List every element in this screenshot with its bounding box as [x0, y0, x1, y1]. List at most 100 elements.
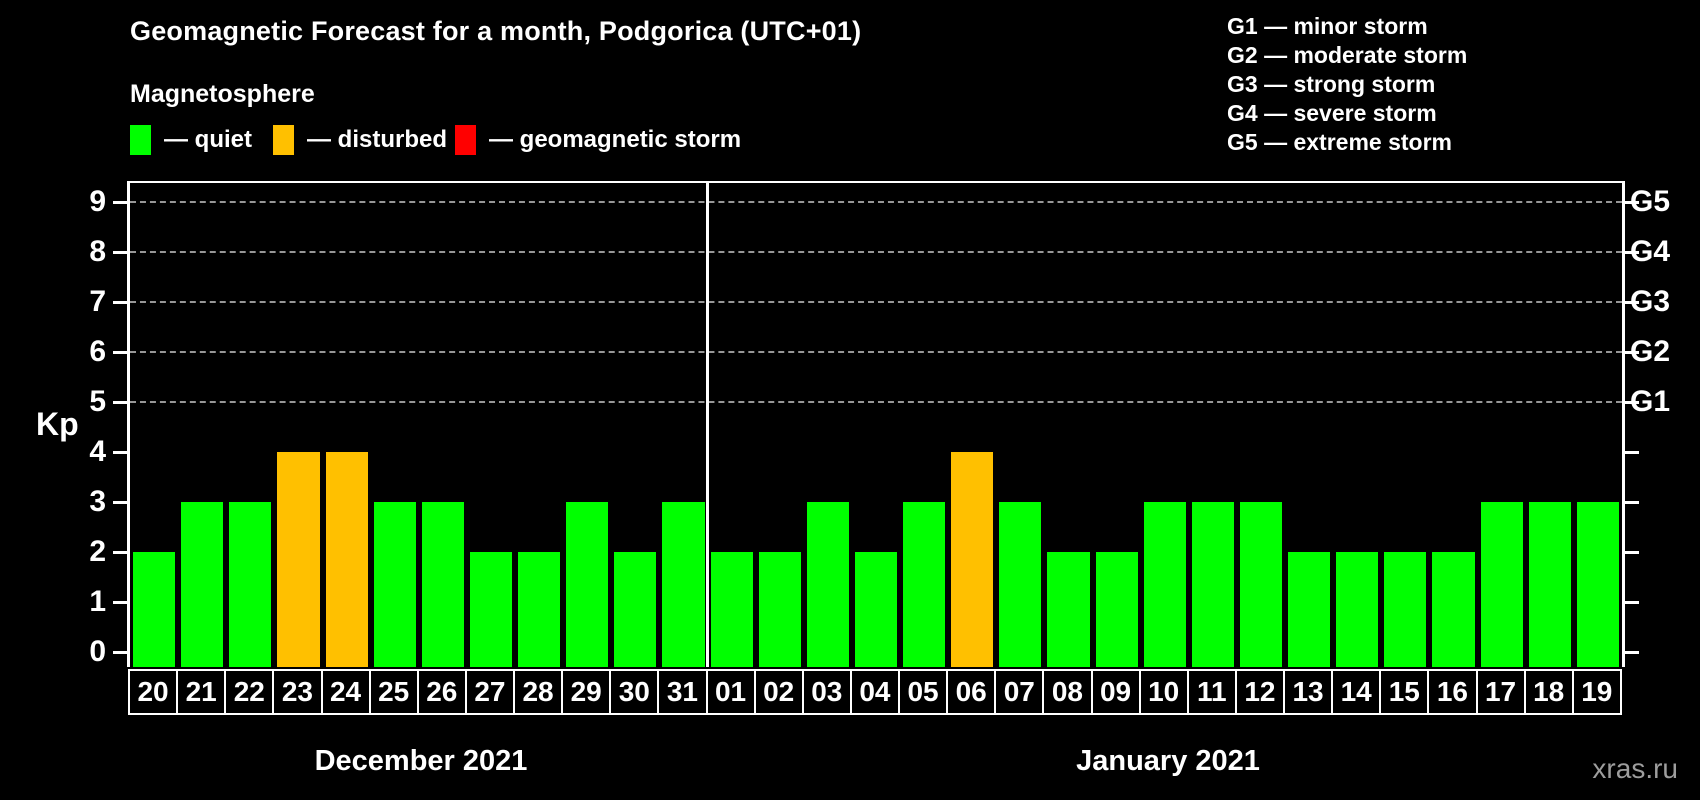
y-tick-label: 0 — [89, 635, 106, 668]
day-label-cell: 08 — [1044, 669, 1093, 715]
kp-bar — [806, 502, 849, 667]
quiet-color-swatch — [130, 125, 151, 155]
kp-bar — [133, 552, 176, 667]
kp-bar — [1288, 552, 1331, 667]
kp-bar — [1143, 502, 1186, 667]
day-label-cell: 10 — [1140, 669, 1189, 715]
gridline-kp-5 — [130, 401, 1622, 403]
legend-item-storm: — geomagnetic storm — [455, 120, 741, 160]
kp-bar — [229, 502, 272, 667]
kp-bar — [469, 552, 513, 667]
right-axis-tick — [1625, 401, 1639, 404]
right-axis-tick — [1625, 301, 1639, 304]
y-tick-label: 9 — [89, 185, 106, 218]
day-label-cell: 01 — [707, 669, 756, 715]
kp-bar — [614, 552, 657, 667]
day-label-cell: 09 — [1092, 669, 1141, 715]
y-tick-label: 3 — [89, 485, 106, 518]
gridline-kp-9 — [130, 201, 1622, 203]
g-legend-line: G4 — severe storm — [1227, 100, 1437, 126]
y-tick-label: 4 — [89, 435, 106, 468]
y-axis-tick — [113, 601, 127, 604]
legend-label: — disturbed — [307, 126, 448, 153]
kp-bar — [1191, 502, 1234, 667]
legend-item-quiet: — quiet — [130, 120, 252, 160]
day-label-cell: 12 — [1236, 669, 1285, 715]
y-tick-label: 8 — [89, 235, 106, 268]
kp-bar — [1480, 502, 1523, 667]
kp-bar — [758, 552, 801, 667]
y-axis-tick — [113, 201, 127, 204]
right-axis-tick — [1625, 651, 1639, 654]
day-label-cell: 26 — [418, 669, 467, 715]
g-level-label-g3: G3 — [1630, 285, 1671, 318]
day-label-cell: 04 — [851, 669, 900, 715]
gridline-kp-7 — [130, 301, 1622, 303]
kp-bar — [1095, 552, 1138, 667]
right-axis-tick — [1625, 451, 1639, 454]
day-label-cell: 27 — [466, 669, 515, 715]
right-axis-tick — [1625, 251, 1639, 254]
kp-bar — [181, 502, 224, 667]
day-label-cell: 11 — [1188, 669, 1237, 715]
x-axis-day-labels: 20 21 22 23 24 25 26 27 28 29 30 31 01 02 03 04 05 06 07 08… — [128, 669, 1622, 715]
day-label-cell: 19 — [1573, 669, 1622, 715]
y-axis-title: Kp — [36, 406, 79, 442]
legend-label: — quiet — [164, 126, 252, 153]
day-label-cell: 29 — [563, 669, 612, 715]
y-axis-tick — [113, 451, 127, 454]
day-label-cell: 15 — [1381, 669, 1430, 715]
chart-title: Geomagnetic Forecast for a month, Podgor… — [130, 16, 862, 46]
right-axis-tick — [1625, 351, 1639, 354]
y-axis-tick — [113, 501, 127, 504]
kp-bar — [1239, 502, 1283, 667]
gridline-kp-8 — [130, 251, 1622, 253]
day-label-cell: 17 — [1477, 669, 1526, 715]
day-label-cell: 22 — [226, 669, 275, 715]
kp-bar — [518, 552, 561, 667]
day-label-cell: 31 — [659, 669, 708, 715]
y-tick-label: 5 — [89, 385, 106, 418]
kp-bar — [566, 502, 609, 667]
kp-bar — [1432, 552, 1475, 667]
g-level-label-g4: G4 — [1630, 235, 1671, 268]
month-divider-line — [706, 183, 710, 667]
kp-bar — [277, 452, 320, 667]
month-label-january: January 2021 — [1076, 745, 1260, 777]
storm-color-swatch — [455, 125, 476, 155]
y-axis-tick — [113, 651, 127, 654]
kp-bar — [1384, 552, 1427, 667]
day-label-cell: 05 — [900, 669, 949, 715]
right-axis-tick — [1625, 601, 1639, 604]
day-label-cell: 20 — [128, 669, 179, 715]
g-scale-legend: G1 — minor storm G2 — moderate storm G3 … — [1227, 12, 1467, 157]
kp-bar — [903, 502, 946, 667]
day-label-cell: 07 — [996, 669, 1045, 715]
kp-bar — [421, 502, 464, 667]
kp-bar — [325, 452, 368, 667]
g-legend-line: G5 — extreme storm — [1227, 129, 1452, 155]
day-label-cell: 21 — [178, 669, 227, 715]
g-legend-line: G1 — minor storm — [1227, 13, 1428, 39]
y-tick-label: 2 — [89, 535, 106, 568]
g-legend-line: G3 — strong storm — [1227, 71, 1436, 97]
day-label-cell: 02 — [755, 669, 804, 715]
day-label-cell: 14 — [1333, 669, 1382, 715]
y-axis-tick — [113, 351, 127, 354]
y-axis-tick — [113, 301, 127, 304]
y-axis-tick — [113, 401, 127, 404]
kp-bar — [854, 552, 898, 667]
day-label-cell: 28 — [515, 669, 564, 715]
day-label-cell: 30 — [611, 669, 660, 715]
day-label-cell: 16 — [1429, 669, 1478, 715]
day-label-cell: 25 — [370, 669, 419, 715]
kp-bar — [373, 502, 416, 667]
y-axis-tick — [113, 551, 127, 554]
right-axis-tick — [1625, 201, 1639, 204]
g-level-label-g2: G2 — [1630, 335, 1671, 368]
watermark: xras.ru — [1592, 753, 1678, 784]
y-tick-label: 1 — [89, 585, 106, 618]
g-level-label-g5: G5 — [1630, 185, 1671, 218]
legend-label: — geomagnetic storm — [489, 126, 742, 153]
